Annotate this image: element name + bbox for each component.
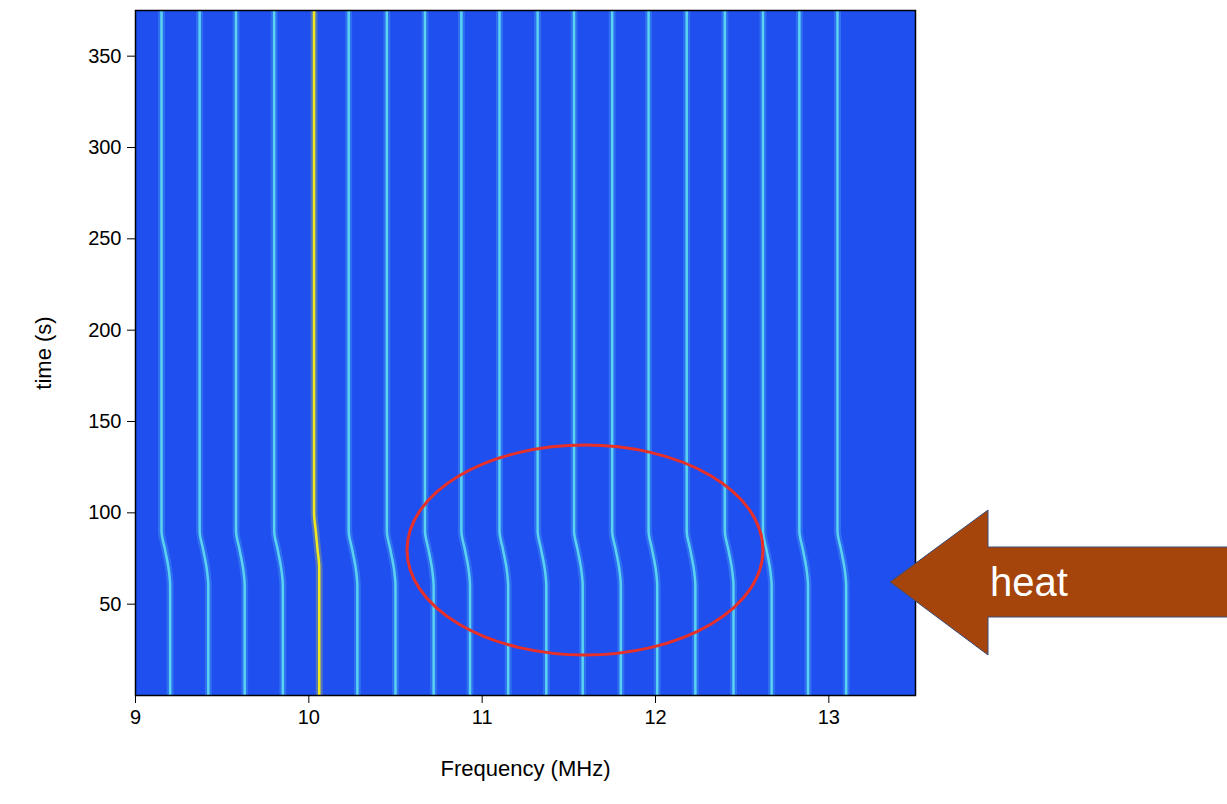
svg-text:10: 10	[298, 706, 320, 728]
svg-text:Frequency (MHz): Frequency (MHz)	[441, 756, 611, 781]
svg-text:12: 12	[644, 706, 666, 728]
svg-text:9: 9	[130, 706, 141, 728]
svg-text:100: 100	[88, 501, 121, 523]
svg-text:350: 350	[88, 45, 121, 67]
svg-text:200: 200	[88, 319, 121, 341]
svg-text:heat: heat	[990, 560, 1068, 604]
svg-text:150: 150	[88, 410, 121, 432]
svg-text:time (s): time (s)	[31, 316, 56, 389]
svg-text:300: 300	[88, 136, 121, 158]
svg-text:13: 13	[818, 706, 840, 728]
svg-text:250: 250	[88, 227, 121, 249]
svg-text:50: 50	[99, 593, 121, 615]
svg-text:11: 11	[472, 706, 493, 728]
